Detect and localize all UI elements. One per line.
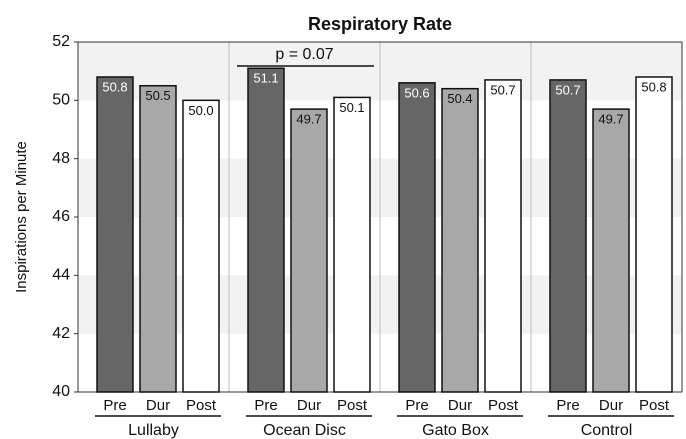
bar <box>635 76 673 393</box>
x-tick-label: Ocean Disc <box>263 422 346 439</box>
bar <box>333 96 371 393</box>
sub-label: Dur <box>448 397 472 414</box>
annotation: p = 0.07 <box>275 46 333 63</box>
x-tick-label: Lullaby <box>128 422 179 439</box>
plot-frame <box>77 41 683 393</box>
bar <box>247 67 285 393</box>
sub-label: Pre <box>254 397 277 414</box>
value-label: 50.7 <box>490 82 515 97</box>
value-label: 50.4 <box>447 91 472 106</box>
value-label: 50.0 <box>188 103 213 118</box>
bar <box>96 76 134 393</box>
x-tick-label: Control <box>581 422 633 439</box>
value-label: 50.7 <box>555 82 580 97</box>
sub-label: Post <box>639 397 670 414</box>
sub-label: Post <box>488 397 519 414</box>
value-label: 50.5 <box>145 88 170 103</box>
y-tick-label: 50 <box>52 92 70 109</box>
sub-label: Post <box>337 397 368 414</box>
bar <box>182 99 220 393</box>
bar <box>592 108 630 393</box>
sub-label: Dur <box>297 397 321 414</box>
value-label: 50.8 <box>102 79 127 94</box>
value-label: 49.7 <box>296 112 321 127</box>
value-label: 51.1 <box>253 71 278 86</box>
sub-label: Pre <box>405 397 428 414</box>
y-axis-label: Inspirations per Minute <box>13 141 30 293</box>
y-tick-label: 48 <box>52 150 70 167</box>
bar <box>441 87 479 393</box>
bar <box>139 85 177 393</box>
y-tick-label: 42 <box>52 325 70 342</box>
sub-label: Pre <box>556 397 579 414</box>
sub-label: Dur <box>146 397 170 414</box>
sub-label: Pre <box>103 397 126 414</box>
value-label: 50.6 <box>404 85 429 100</box>
y-tick-label: 40 <box>52 383 70 400</box>
y-tick-label: 46 <box>52 208 70 225</box>
bar <box>398 82 436 393</box>
sub-label: Dur <box>599 397 623 414</box>
sub-label: Post <box>186 397 217 414</box>
bar <box>290 108 328 393</box>
bar <box>549 79 587 393</box>
y-tick-label: 52 <box>52 33 70 50</box>
bar <box>484 79 522 393</box>
x-tick-label: Gato Box <box>422 422 489 439</box>
chart-title: Respiratory Rate <box>308 14 452 34</box>
value-label: 50.8 <box>641 79 666 94</box>
y-tick-label: 44 <box>52 267 70 284</box>
value-label: 50.1 <box>339 100 364 115</box>
value-label: 49.7 <box>598 112 623 127</box>
